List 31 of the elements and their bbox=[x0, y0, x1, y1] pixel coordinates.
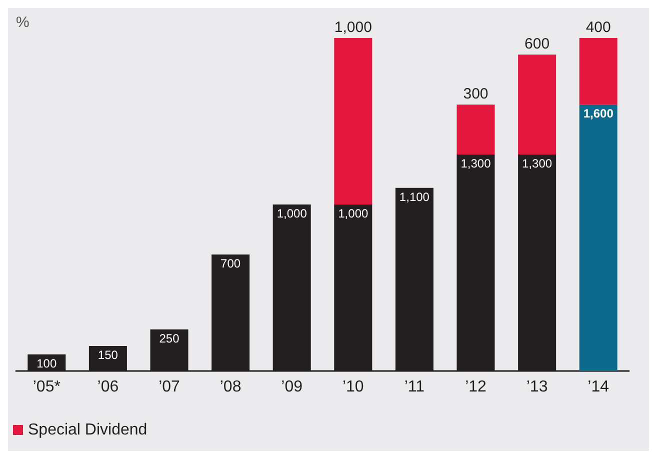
x-tick-label: ’05* bbox=[32, 378, 60, 396]
bar bbox=[579, 38, 618, 105]
bar bbox=[518, 54, 556, 155]
x-tick-label: ’12 bbox=[465, 378, 487, 396]
data-label: 1,000 bbox=[276, 206, 308, 220]
bar bbox=[456, 104, 495, 155]
data-label: 1,300 bbox=[522, 156, 552, 171]
x-tick-label: ’14 bbox=[588, 378, 610, 396]
data-label: 100 bbox=[36, 356, 57, 370]
bar bbox=[334, 38, 372, 204]
data-label: 1,100 bbox=[399, 190, 430, 204]
data-label: 1,600 bbox=[583, 106, 614, 121]
data-label: 1,000 bbox=[334, 19, 372, 36]
x-tick-label: ’07 bbox=[158, 378, 180, 396]
x-tick-label: ’06 bbox=[97, 378, 119, 396]
x-tick-label: ’13 bbox=[526, 378, 548, 396]
data-label: 1,300 bbox=[460, 156, 492, 171]
data-label: 600 bbox=[524, 36, 550, 53]
data-label: 300 bbox=[463, 86, 488, 103]
x-tick-label: ’10 bbox=[342, 378, 364, 396]
data-label: 250 bbox=[159, 331, 180, 346]
x-tick-label: ’09 bbox=[281, 378, 303, 396]
x-tick-label: ’08 bbox=[220, 378, 242, 396]
data-label: 1,000 bbox=[338, 206, 368, 220]
data-label: 150 bbox=[98, 348, 118, 362]
y-axis-title: % bbox=[16, 14, 30, 31]
legend-label: Special Dividend bbox=[28, 422, 148, 438]
data-label: 400 bbox=[586, 19, 611, 36]
data-label: 700 bbox=[220, 256, 241, 270]
bar bbox=[579, 104, 618, 371]
x-tick-label: ’11 bbox=[404, 378, 425, 396]
